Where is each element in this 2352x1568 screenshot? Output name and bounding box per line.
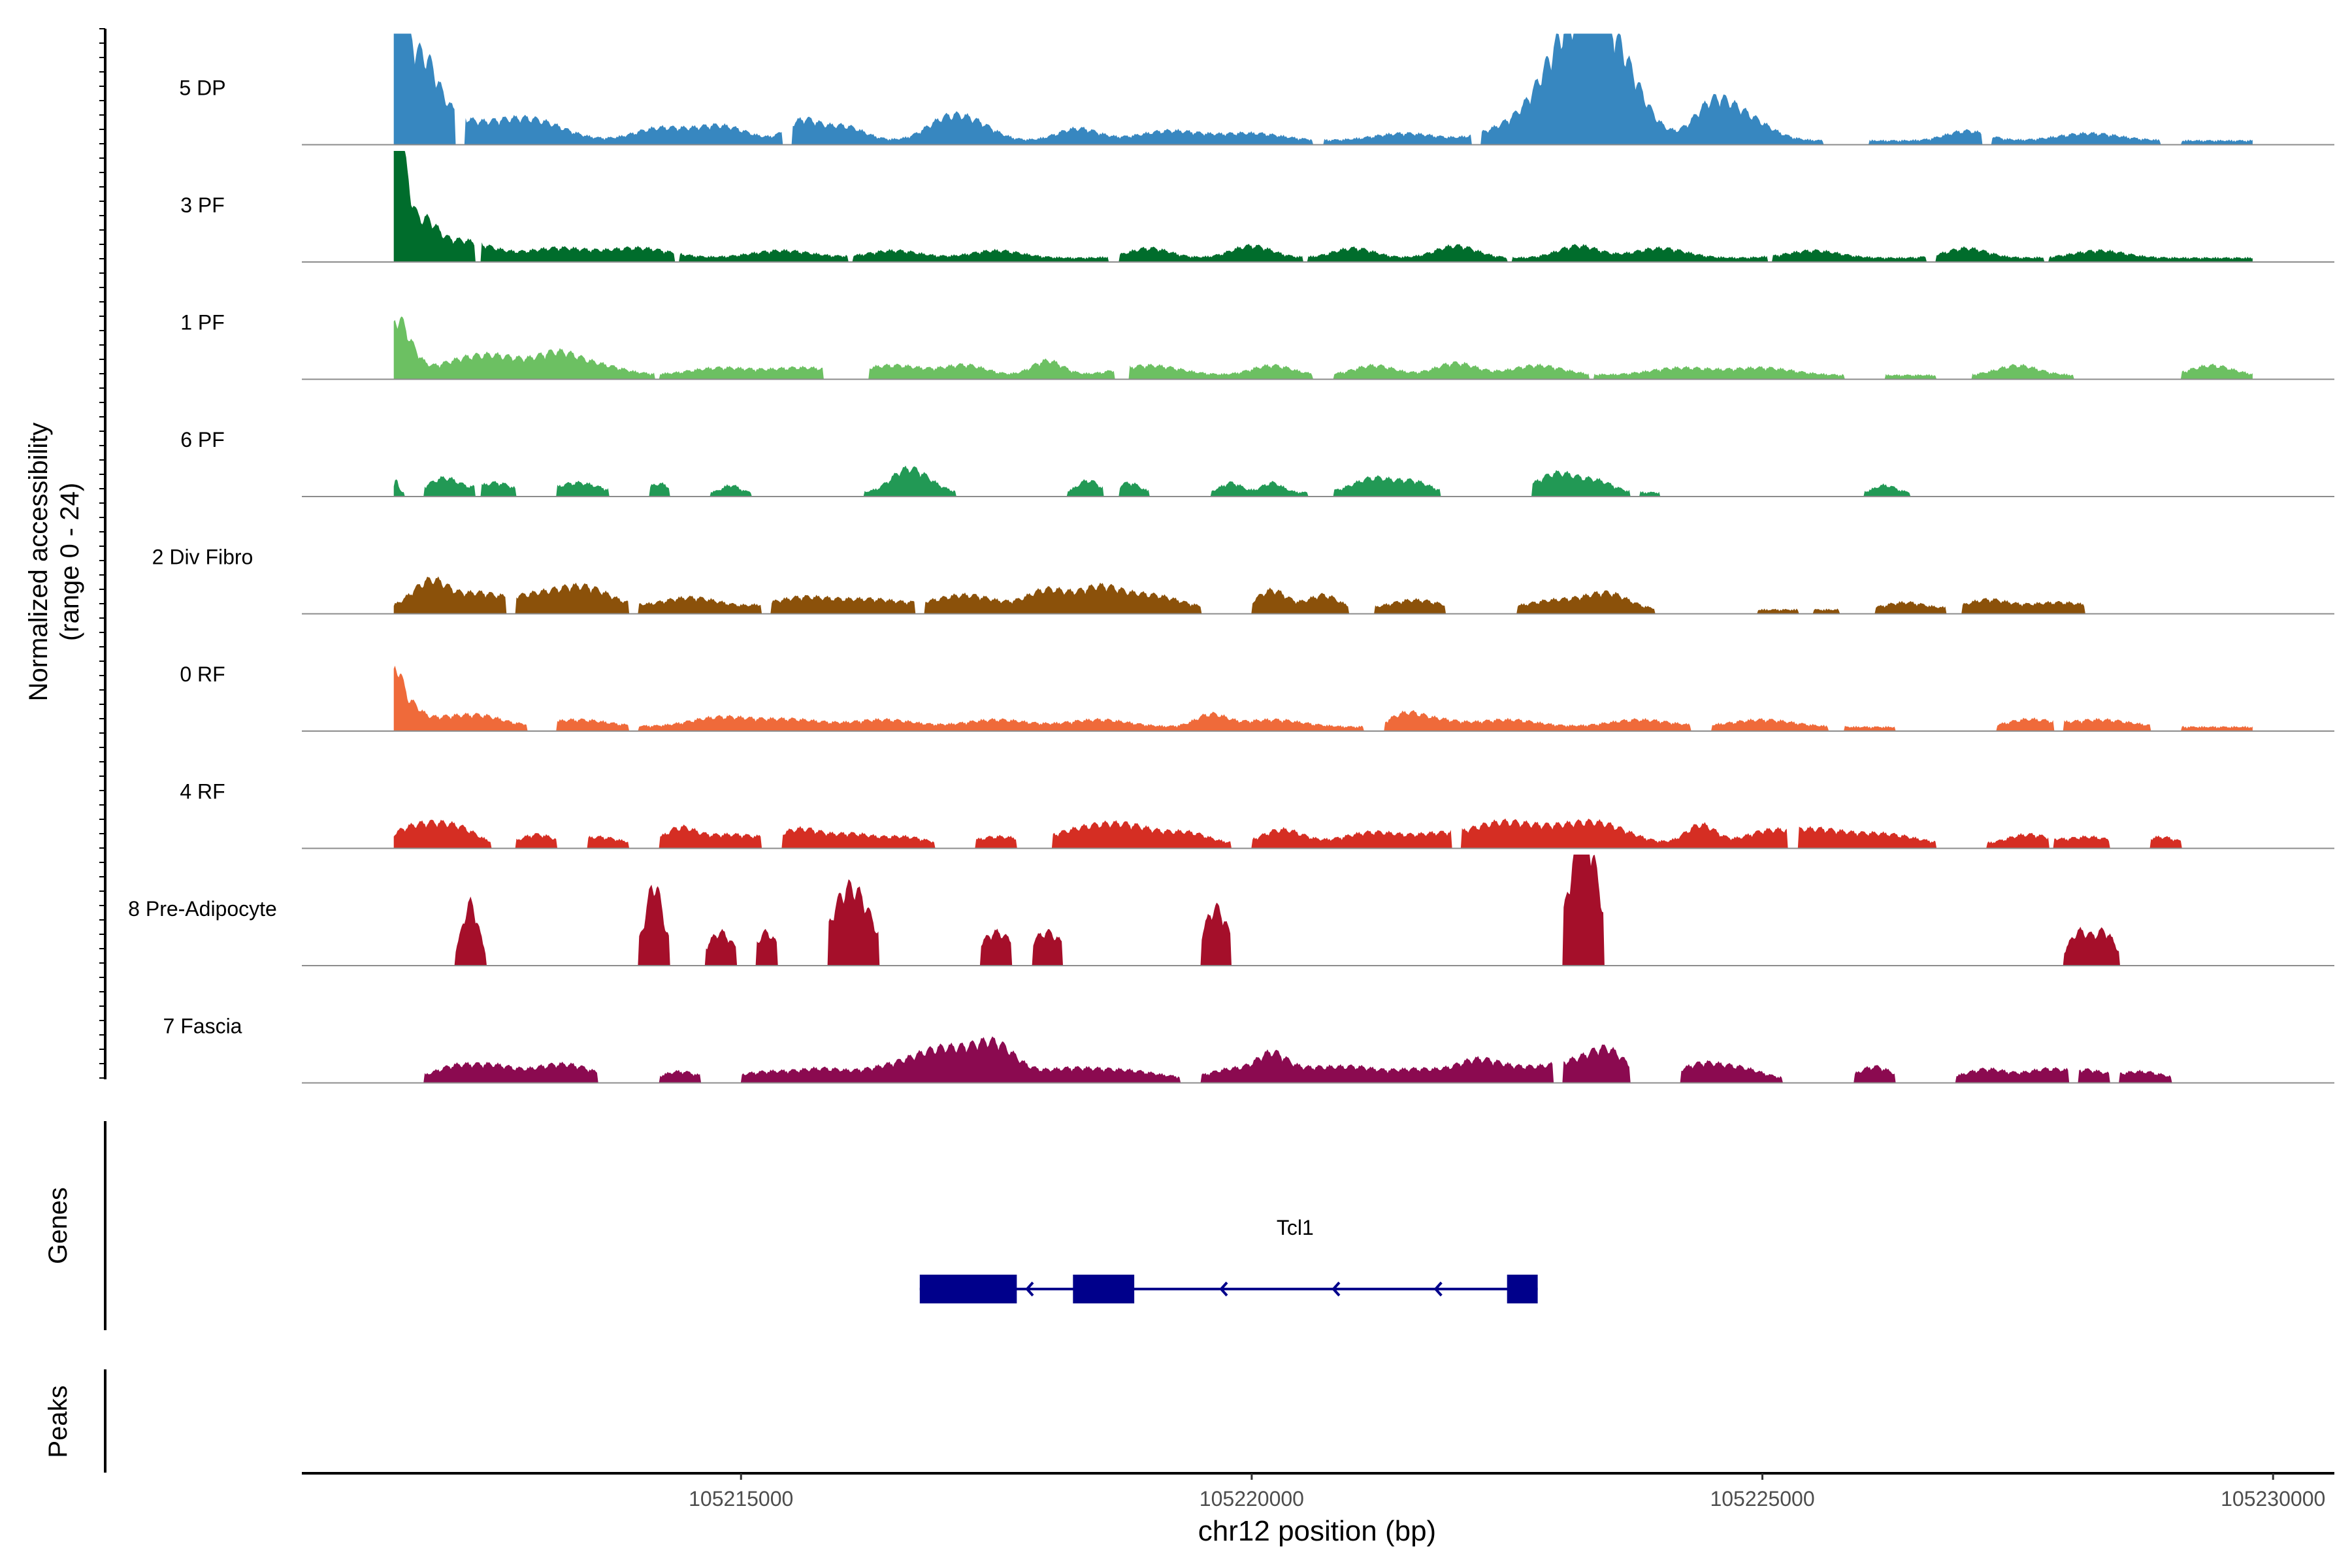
x-axis-title: chr12 position (bp) [1198,1515,1436,1547]
strand-arrow [1219,1281,1228,1297]
strand-arrow [1331,1281,1341,1297]
track-4-rf: 4 RF [180,780,2334,849]
x-axis-ticks: 105215000 105220000 105225000 105230000 [689,1473,2325,1511]
peaks-panel-label: Peaks [44,1385,73,1458]
track-label: 8 Pre-Adipocyte [128,897,277,921]
track-label: 4 RF [180,780,225,804]
x-tick-label: 105230000 [2221,1487,2325,1511]
coverage-area [393,576,2253,614]
strand-arrow [1433,1281,1443,1297]
track-label: 5 DP [179,76,225,100]
gene-model-tcl1 [919,1275,1538,1303]
gene-exon [1507,1275,1538,1303]
coverage-tracks: 5 DP 3 PF 1 PF 6 PF 2 Div Fibro 0 RF 4 RF 8 Pre… [128,33,2334,1084]
coverage-area [393,855,2253,966]
x-tick-label: 105220000 [1200,1487,1304,1511]
coverage-area [393,665,2253,731]
track-0-rf: 0 RF [180,662,2334,732]
coverage-area [393,818,2253,849]
genes-panel-label: Genes [44,1187,73,1264]
track-label: 2 Div Fibro [152,546,253,569]
track-2-div-fibro: 2 Div Fibro [152,546,2334,615]
coverage-area [393,465,2253,497]
x-tick-label: 105225000 [1710,1487,1814,1511]
coverage-area [393,151,2253,262]
y-axis-title-line1: Normalized accessibility [24,423,53,702]
gene-name-label: Tcl1 [1277,1216,1314,1239]
gene-exon [1073,1275,1135,1303]
coverage-area [393,316,2253,380]
y-axis-title-line2: (range 0 - 24) [56,483,84,641]
coverage-area [393,33,2253,145]
track-6-pf: 6 PF [180,428,2334,497]
track-3-pf: 3 PF [180,151,2334,263]
track-5-dp: 5 DP [179,33,2334,146]
coverage-area [393,1036,2253,1083]
track-label: 3 PF [180,193,225,217]
strand-arrow [1025,1281,1034,1297]
track-label: 7 Fascia [163,1015,242,1038]
track-1-pf: 1 PF [180,311,2334,380]
track-label: 0 RF [180,662,225,686]
track-label: 1 PF [180,311,225,335]
gene-exon [919,1275,1017,1303]
track-7-fascia: 7 Fascia [163,1015,2334,1084]
track-label: 6 PF [180,428,225,451]
x-tick-label: 105215000 [689,1487,793,1511]
track-8-pre-adipocyte: 8 Pre-Adipocyte [128,855,2334,966]
